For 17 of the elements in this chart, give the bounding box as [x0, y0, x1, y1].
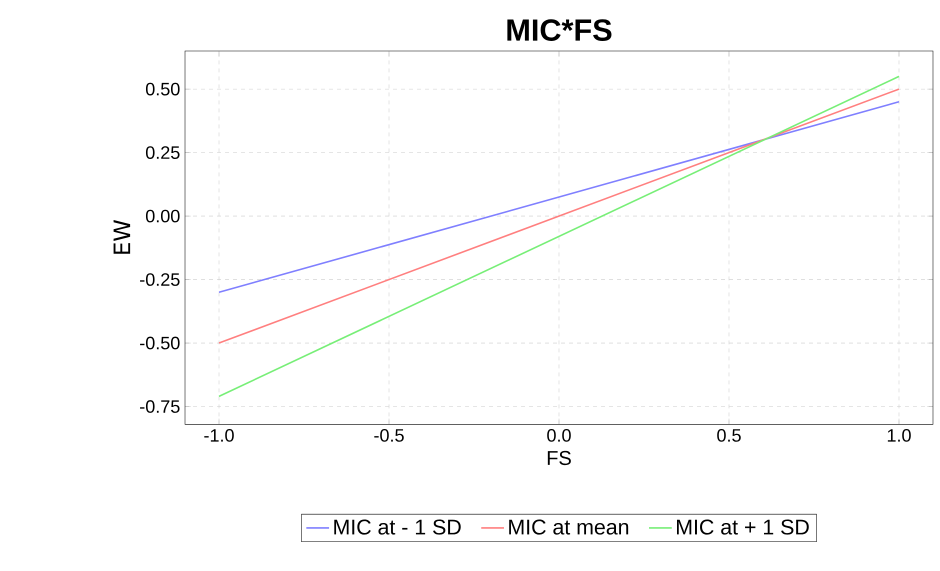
y-tick-label: 0.00 [146, 210, 180, 222]
x-tick-label: 1.0 [888, 429, 911, 442]
y-tick-label: 0.50 [146, 82, 180, 96]
legend-label: MIC at - 1 SD [334, 520, 461, 535]
chart-title: MIC*FS [507, 19, 612, 41]
y-tick-label: -0.75 [140, 400, 180, 413]
y-tick-label: -0.50 [140, 336, 180, 350]
y-tick-label: -0.25 [140, 273, 180, 286]
x-tick-label: 0.5 [717, 429, 741, 442]
x-tick-label: 0.0 [547, 429, 571, 442]
x-tick-label: -1.0 [204, 429, 234, 442]
x-tick-label: -0.5 [374, 429, 404, 442]
y-axis-title: EW [114, 220, 130, 254]
x-axis-title: FS [548, 450, 571, 466]
y-tick-label: 0.25 [146, 146, 180, 159]
legend-label: MIC at + 1 SD [677, 520, 809, 535]
legend-label: MIC at mean [509, 520, 628, 535]
